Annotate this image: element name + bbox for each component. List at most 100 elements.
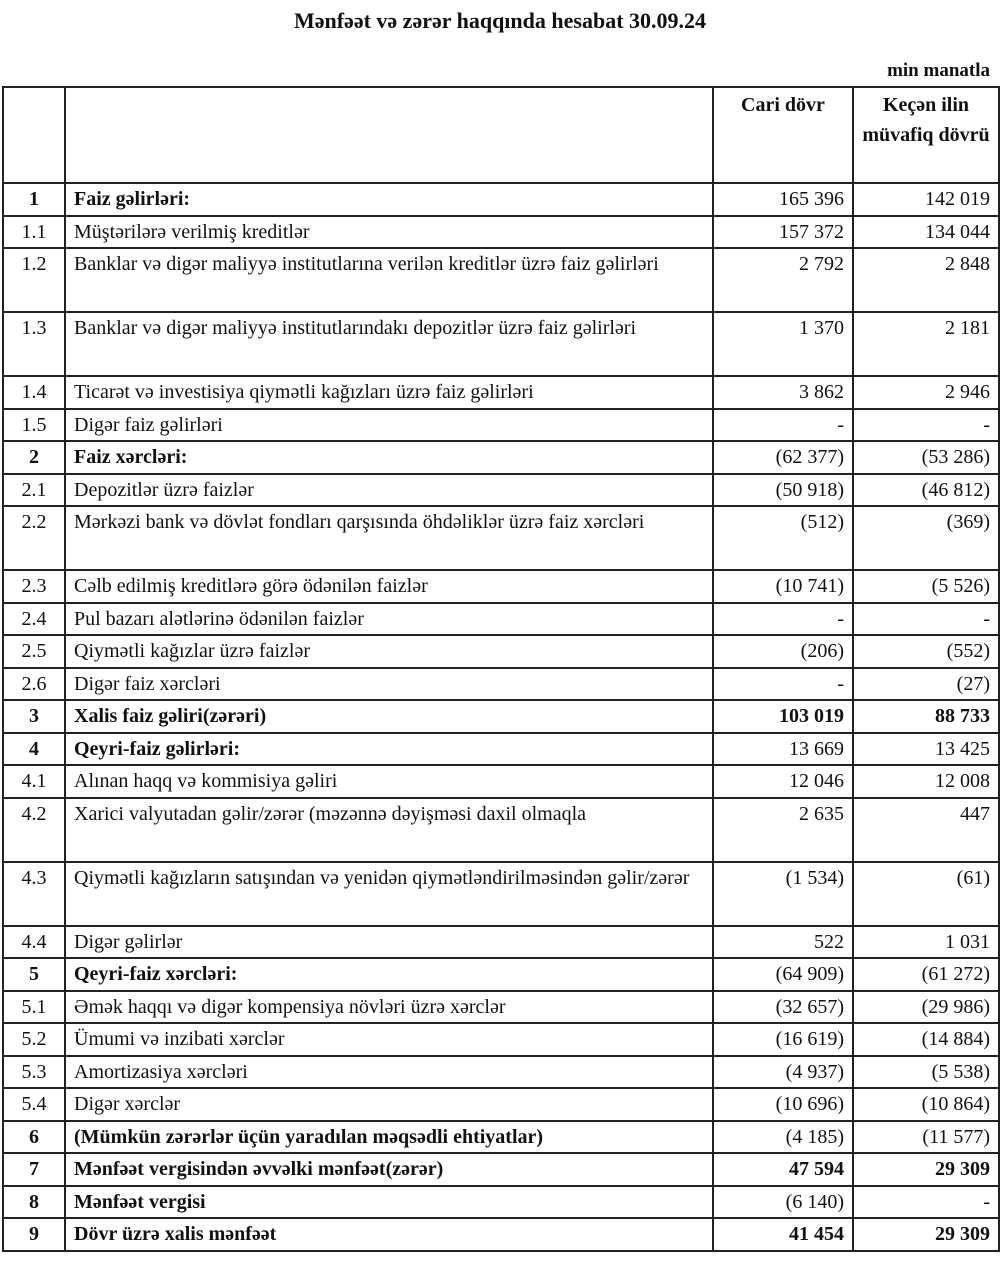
row-number: 2.5 [2,634,66,669]
row-label: Digər faiz gəlirləri [64,407,714,442]
current-period-value: - [712,666,854,701]
row-label: Mənfəət vergisindən əvvəlki mənfəət(zərə… [64,1152,714,1187]
current-period-value: (50 918) [712,472,854,507]
previous-period-value: (61) [852,860,1000,927]
row-number: 1.2 [2,247,66,313]
previous-period-value: (27) [852,666,1000,701]
previous-period-value: 447 [852,796,1000,863]
table-row: 4.1 Alınan haqq və kommisiya gəliri 12 046… [2,764,1000,799]
previous-period-value: (29 986) [852,989,1000,1024]
current-period-value: (16 619) [712,1022,854,1057]
row-label: Amortizasiya xərcləri [64,1054,714,1089]
page-title: Mənfəət və zərər haqqında hesabat 30.09.… [293,8,707,33]
current-period-value: (1 534) [712,860,854,927]
current-period-value: - [712,601,854,636]
previous-period-value: (14 884) [852,1022,1000,1057]
current-period-value: (4 185) [712,1119,854,1154]
table-row: 5.4 Digər xərclər (10 696) (10 864) [2,1087,1000,1122]
row-number: 2.2 [2,505,66,571]
row-label: Digər gəlirlər [64,924,714,959]
table-row: 2.3 Cəlb edilmiş kreditlərə görə ödənilən… [2,569,1000,604]
current-period-value: (10 696) [712,1087,854,1122]
previous-period-value: (552) [852,634,1000,669]
row-label: Banklar və digər maliyyə institutlarında… [64,311,714,377]
row-label: Qeyri-faiz gəlirləri: [64,731,714,766]
current-period-value: 157 372 [712,214,854,249]
row-label: Pul bazarı alətlərinə ödənilən faizlər [64,601,714,636]
row-number: 9 [2,1217,66,1252]
previous-period-value: - [852,601,1000,636]
row-label: Faiz gəlirləri: [64,182,714,217]
table-row: 2.1 Depozitlər üzrə faizlər (50 918) (46 81… [2,472,1000,507]
row-number: 4.2 [2,796,66,863]
current-period-value: 2 792 [712,247,854,313]
row-number: 8 [2,1184,66,1219]
current-period-value: (10 741) [712,569,854,604]
previous-period-value: 88 733 [852,699,1000,734]
row-number: 5 [2,957,66,992]
previous-period-value: 29 309 [852,1217,1000,1252]
row-number: 4.4 [2,924,66,959]
row-label: Ticarət və investisiya qiymətli kağızlar… [64,375,714,410]
header-no [2,86,66,184]
row-number: 1.1 [2,214,66,249]
row-label: Mənfəət vergisi [64,1184,714,1219]
row-label: Faiz xərcləri: [64,440,714,475]
row-number: 2 [2,440,66,475]
row-label: Xalis faiz gəliri(zərəri) [64,699,714,734]
previous-period-value: 2 848 [852,247,1000,313]
header-row: Cari dövr Keçən ilin müvafiq dövrü [2,86,1000,184]
unit-label: min manatla [887,60,990,81]
row-number: 4 [2,731,66,766]
current-period-value: (64 909) [712,957,854,992]
row-label: Qiymətli kağızların satışından və yenidə… [64,860,714,927]
table-row: 8 Mənfəət vergisi (6 140) - [2,1184,1000,1219]
table-row: 2 Faiz xərcləri: (62 377) (53 286) [2,440,1000,475]
row-label: Mərkəzi bank və dövlət fondları qarşısın… [64,505,714,571]
table-row: 5.2 Ümumi və inzibati xərclər (16 619) (14 … [2,1022,1000,1057]
table-row: 5.1 Əmək haqqı və digər kompensiya növlər… [2,989,1000,1024]
row-number: 1.3 [2,311,66,377]
previous-period-value: (61 272) [852,957,1000,992]
row-number: 6 [2,1119,66,1154]
current-period-value: 47 594 [712,1152,854,1187]
previous-period-value: (46 812) [852,472,1000,507]
row-label: Banklar və digər maliyyə institutlarına … [64,247,714,313]
table-row: 1.1 Müştərilərə verilmiş kreditlər 157 372… [2,214,1000,249]
row-number: 7 [2,1152,66,1187]
row-label: Digər xərclər [64,1087,714,1122]
table-row: 2.2 Mərkəzi bank və dövlət fondları qarşı… [2,505,1000,571]
current-period-value: (4 937) [712,1054,854,1089]
row-number: 1 [2,182,66,217]
row-number: 1.5 [2,407,66,442]
previous-period-value: (369) [852,505,1000,571]
current-period-value: (206) [712,634,854,669]
current-period-value: (62 377) [712,440,854,475]
current-period-value: 12 046 [712,764,854,799]
previous-period-value: (10 864) [852,1087,1000,1122]
current-period-value: 41 454 [712,1217,854,1252]
row-label: Qeyri-faiz xərcləri: [64,957,714,992]
row-number: 2.1 [2,472,66,507]
row-number: 4.3 [2,860,66,927]
row-label: Depozitlər üzrə faizlər [64,472,714,507]
row-label: Xarici valyutadan gəlir/zərər (məzənnə d… [64,796,714,863]
current-period-value: (32 657) [712,989,854,1024]
current-period-value: 2 635 [712,796,854,863]
row-number: 4.1 [2,764,66,799]
current-period-value: (512) [712,505,854,571]
current-period-value: 13 669 [712,731,854,766]
previous-period-value: 29 309 [852,1152,1000,1187]
row-label: Dövr üzrə xalis mənfəət [64,1217,714,1252]
row-number: 5.3 [2,1054,66,1089]
table-row: 3 Xalis faiz gəliri(zərəri) 103 019 88 733 [2,699,1000,734]
table-row: 2.6 Digər faiz xərcləri - (27) [2,666,1000,701]
previous-period-value: (11 577) [852,1119,1000,1154]
row-number: 2.6 [2,666,66,701]
row-label: Qiymətli kağızlar üzrə faizlər [64,634,714,669]
table-row: 9 Dövr üzrə xalis mənfəət 41 454 29 309 [2,1217,1000,1252]
table-row: 1.4 Ticarət və investisiya qiymətli kağız… [2,375,1000,410]
previous-period-value: 142 019 [852,182,1000,217]
row-number: 3 [2,699,66,734]
previous-period-value: (5 526) [852,569,1000,604]
